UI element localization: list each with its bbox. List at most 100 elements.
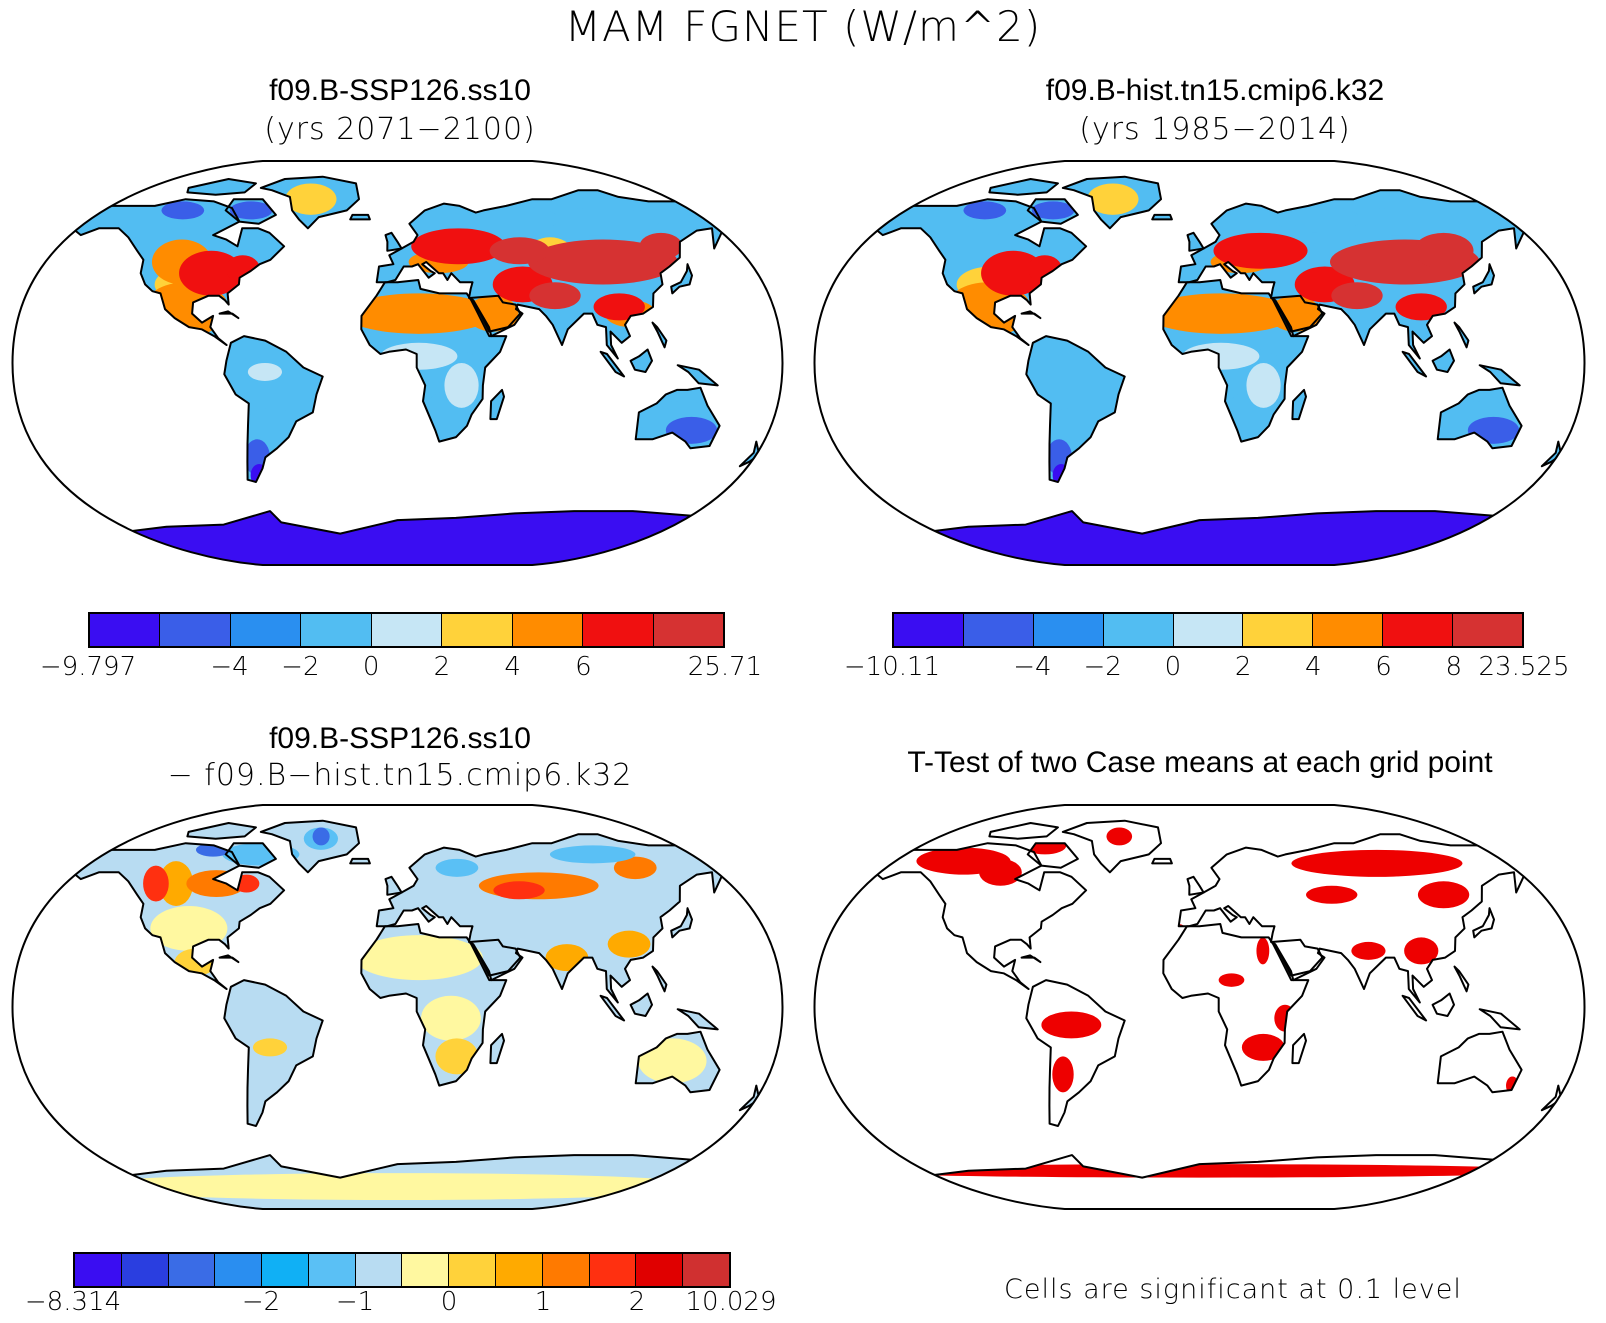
colorbar-swatch	[963, 614, 1034, 646]
field-region	[76, 1173, 719, 1201]
map-hist	[813, 160, 1586, 566]
colorbar-tick-label: −4	[210, 652, 249, 682]
coastline-philippines	[1453, 965, 1470, 993]
coastline-namerica	[66, 198, 286, 346]
map-ssp126	[11, 160, 784, 566]
colorbar-swatch	[636, 1254, 684, 1286]
field-region	[467, 295, 519, 332]
field-region	[981, 250, 1046, 296]
field-region	[179, 250, 244, 296]
coastline-sumatra	[599, 350, 626, 378]
colorbar-swatch	[1033, 614, 1104, 646]
map-boundary	[813, 804, 1586, 1210]
coastline-samerica	[1025, 979, 1126, 1127]
significant-region	[1106, 827, 1133, 846]
colorbar-tick-label: −8.314	[24, 1287, 122, 1317]
significant-region	[1241, 1033, 1285, 1061]
field-region	[613, 856, 657, 880]
panel-title-ttest: T-Test of two Case means at each grid po…	[907, 746, 1493, 779]
coastline-iceland	[349, 213, 371, 221]
coastline-africa	[360, 923, 508, 1087]
colorbar-swatch	[168, 1254, 216, 1286]
coastline-greenland	[1061, 175, 1162, 230]
panel-title-ssp126: f09.B-SSP126.ss10	[269, 74, 531, 107]
panel-title-diff: f09.B-SSP126.ss10	[269, 722, 531, 755]
field-region	[312, 827, 330, 846]
coastline-iceland	[349, 857, 371, 865]
coastline-ng	[1478, 364, 1521, 387]
coastline-eurasia	[1177, 833, 1550, 1004]
figure-title: MAM FGNET (W/m^2)	[564, 2, 1042, 51]
coastline-philippines	[1453, 321, 1470, 349]
coastline-japan	[670, 907, 693, 939]
map-boundary	[11, 804, 784, 1210]
significant-region	[1417, 881, 1470, 909]
coastline-australia	[1436, 386, 1523, 450]
field-region	[607, 930, 651, 958]
colorbar-diff	[73, 1252, 731, 1288]
coastline-uk	[384, 875, 403, 896]
coastline-japan	[670, 263, 693, 295]
coastline-uk	[1186, 875, 1205, 896]
coastline-greenland	[259, 175, 360, 230]
coastline-arabia	[1272, 294, 1324, 333]
coastline-africa	[360, 279, 508, 443]
colorbar-tick-label: −10.11	[843, 652, 941, 682]
panel-subtitle-diff: − f09.B−hist.tn15.cmip6.k32	[167, 758, 633, 793]
coastline-arctic	[186, 822, 257, 840]
coastline-africa	[1162, 279, 1310, 443]
coastline-iceland	[1151, 857, 1173, 865]
field-region	[1031, 201, 1075, 220]
coastline-madagascar	[489, 1032, 505, 1065]
colorbar-swatch	[1103, 614, 1174, 646]
field-region	[1087, 183, 1139, 215]
coastline-baffin	[1026, 198, 1079, 225]
coastline-madagascar	[1291, 388, 1307, 421]
field-region	[421, 995, 481, 1041]
colorbar-tick-label: −2	[241, 1287, 281, 1317]
colorbar-tick-label: −2	[281, 652, 320, 682]
map-boundary	[813, 160, 1586, 566]
colorbar-swatch	[1313, 614, 1384, 646]
coastline-sumatra	[1401, 350, 1428, 378]
colorbar-tick-label: −9.797	[39, 652, 137, 682]
field-region	[143, 865, 169, 902]
coastline-ng	[1478, 1008, 1521, 1031]
colorbar-swatch	[308, 1254, 356, 1286]
field-region	[1413, 232, 1474, 269]
colorbar-tick-label: −4	[1013, 652, 1052, 682]
coastline-australia	[634, 1030, 721, 1094]
coastline-samerica	[223, 979, 324, 1127]
field-region	[161, 201, 205, 220]
field-region	[256, 1051, 308, 1097]
field-region	[158, 861, 194, 907]
coastline-cuba	[1020, 310, 1042, 320]
field-region	[1145, 293, 1296, 334]
colorbar-tick-label: 4	[1305, 652, 1322, 682]
field-region	[285, 183, 337, 215]
coastline-japan	[1472, 263, 1495, 295]
colorbar-swatch	[589, 1254, 637, 1286]
colorbar-swatch	[496, 1254, 543, 1286]
significant-region	[1404, 937, 1439, 965]
field-region	[380, 342, 458, 370]
colorbar-swatch	[653, 614, 723, 646]
coastline-arctic	[186, 178, 257, 196]
significant-region	[979, 858, 1022, 886]
field-region	[493, 881, 545, 900]
colorbar-tick-label: 1	[534, 1287, 552, 1317]
colorbar-swatch	[301, 614, 372, 646]
coastline-madagascar	[489, 388, 505, 421]
field-region	[247, 362, 283, 381]
field-region	[489, 237, 550, 265]
colorbar-tick-label: 2	[1234, 652, 1252, 682]
coastline-arabia	[1272, 938, 1324, 977]
colorbar-swatch	[1243, 614, 1314, 646]
coastline-baffin	[1026, 842, 1079, 869]
coastline-baffin	[224, 198, 277, 225]
field-region	[529, 282, 581, 310]
field-region	[343, 293, 494, 334]
field-region	[447, 894, 555, 940]
colorbar-swatch	[75, 1254, 122, 1286]
significant-region	[1052, 1056, 1074, 1093]
